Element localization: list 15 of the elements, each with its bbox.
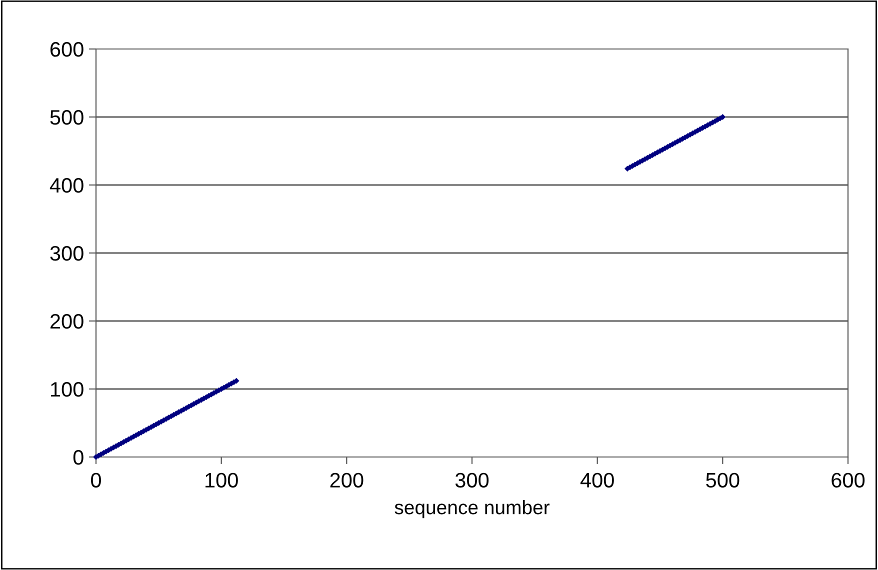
y-tick-label: 0 [73, 450, 84, 465]
y-tick-label: 100 [51, 382, 84, 397]
x-tick-label: 300 [455, 472, 489, 488]
y-tick-label: 600 [50, 42, 84, 57]
y-tick-label: 400 [50, 178, 84, 193]
x-tick-label: 400 [580, 472, 614, 488]
y-tick-label: 200 [50, 314, 84, 329]
x-tick-label: 200 [330, 472, 364, 488]
y-tick-label: 300 [50, 246, 84, 261]
y-tick-label: 500 [50, 110, 84, 125]
x-tick-label: 500 [706, 472, 740, 488]
x-axis-title: sequence number [394, 500, 550, 518]
x-tick-label: 600 [832, 472, 865, 488]
x-tick-label: 100 [206, 472, 238, 488]
x-tick-label: 0 [91, 472, 101, 488]
